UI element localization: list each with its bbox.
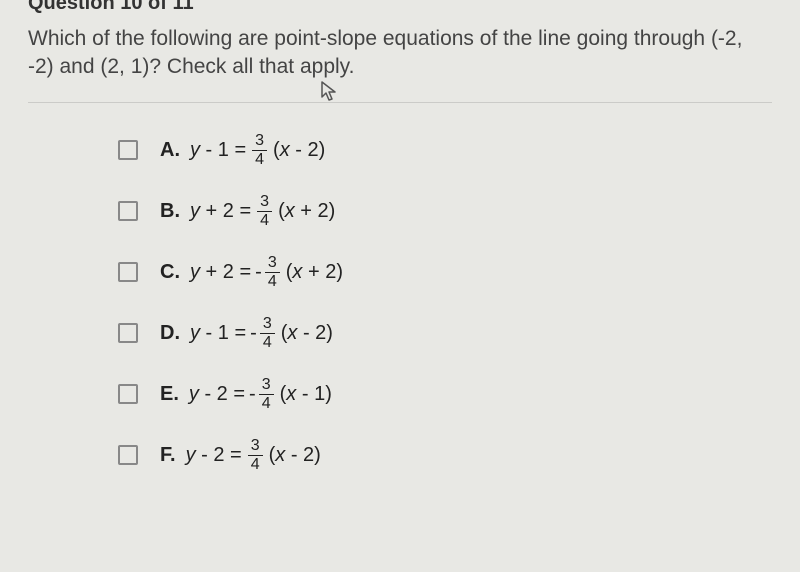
divider: [28, 102, 772, 103]
option-lhs: y - 2 =: [189, 383, 245, 406]
question-prompt: Which of the following are point-slope e…: [28, 25, 772, 82]
option-row: B. y + 2 = 34 (x + 2): [118, 194, 772, 229]
option-lhs: y - 1 =: [190, 139, 246, 162]
option-letter: C.: [160, 261, 180, 284]
option-rhs: (x + 2): [278, 200, 335, 223]
option-label[interactable]: F. y - 2 = 34 (x - 2): [160, 438, 321, 473]
option-lhs: y - 2 =: [186, 444, 242, 467]
option-lhs: y + 2 =: [190, 200, 251, 223]
option-lhs: y + 2 =: [190, 261, 251, 284]
option-checkbox[interactable]: [118, 384, 138, 404]
option-coefficient: -34: [255, 255, 282, 290]
option-label[interactable]: A. y - 1 = 34 (x - 2): [160, 133, 325, 168]
option-row: D. y - 1 = -34(x - 2): [118, 316, 772, 351]
option-letter: D.: [160, 322, 180, 345]
cursor-icon: [320, 80, 338, 102]
option-label[interactable]: E. y - 2 = -34(x - 1): [160, 377, 332, 412]
option-letter: A.: [160, 139, 180, 162]
option-coefficient: 34: [252, 133, 267, 168]
option-row: A. y - 1 = 34 (x - 2): [118, 133, 772, 168]
option-label[interactable]: C. y + 2 = -34(x + 2): [160, 255, 343, 290]
question-header: Question 10 of 11: [28, 0, 772, 15]
option-coefficient: 34: [248, 438, 263, 473]
option-row: F. y - 2 = 34 (x - 2): [118, 438, 772, 473]
option-rhs: (x + 2): [286, 261, 343, 284]
option-rhs: (x - 2): [281, 322, 333, 345]
option-checkbox[interactable]: [118, 262, 138, 282]
option-lhs: y - 1 =: [190, 322, 246, 345]
option-letter: B.: [160, 200, 180, 223]
option-label[interactable]: D. y - 1 = -34(x - 2): [160, 316, 333, 351]
option-row: C. y + 2 = -34(x + 2): [118, 255, 772, 290]
option-label[interactable]: B. y + 2 = 34 (x + 2): [160, 194, 335, 229]
option-coefficient: 34: [257, 194, 272, 229]
option-rhs: (x - 1): [280, 383, 332, 406]
option-row: E. y - 2 = -34(x - 1): [118, 377, 772, 412]
option-checkbox[interactable]: [118, 323, 138, 343]
option-rhs: (x - 2): [269, 444, 321, 467]
option-checkbox[interactable]: [118, 445, 138, 465]
option-coefficient: -34: [249, 377, 276, 412]
option-letter: F.: [160, 444, 176, 467]
option-checkbox[interactable]: [118, 140, 138, 160]
options-list: A.y - 1 = 34(x - 2)B.y + 2 = 34(x + 2)C.…: [28, 133, 772, 473]
option-letter: E.: [160, 383, 179, 406]
option-rhs: (x - 2): [273, 139, 325, 162]
option-coefficient: -34: [250, 316, 277, 351]
option-checkbox[interactable]: [118, 201, 138, 221]
